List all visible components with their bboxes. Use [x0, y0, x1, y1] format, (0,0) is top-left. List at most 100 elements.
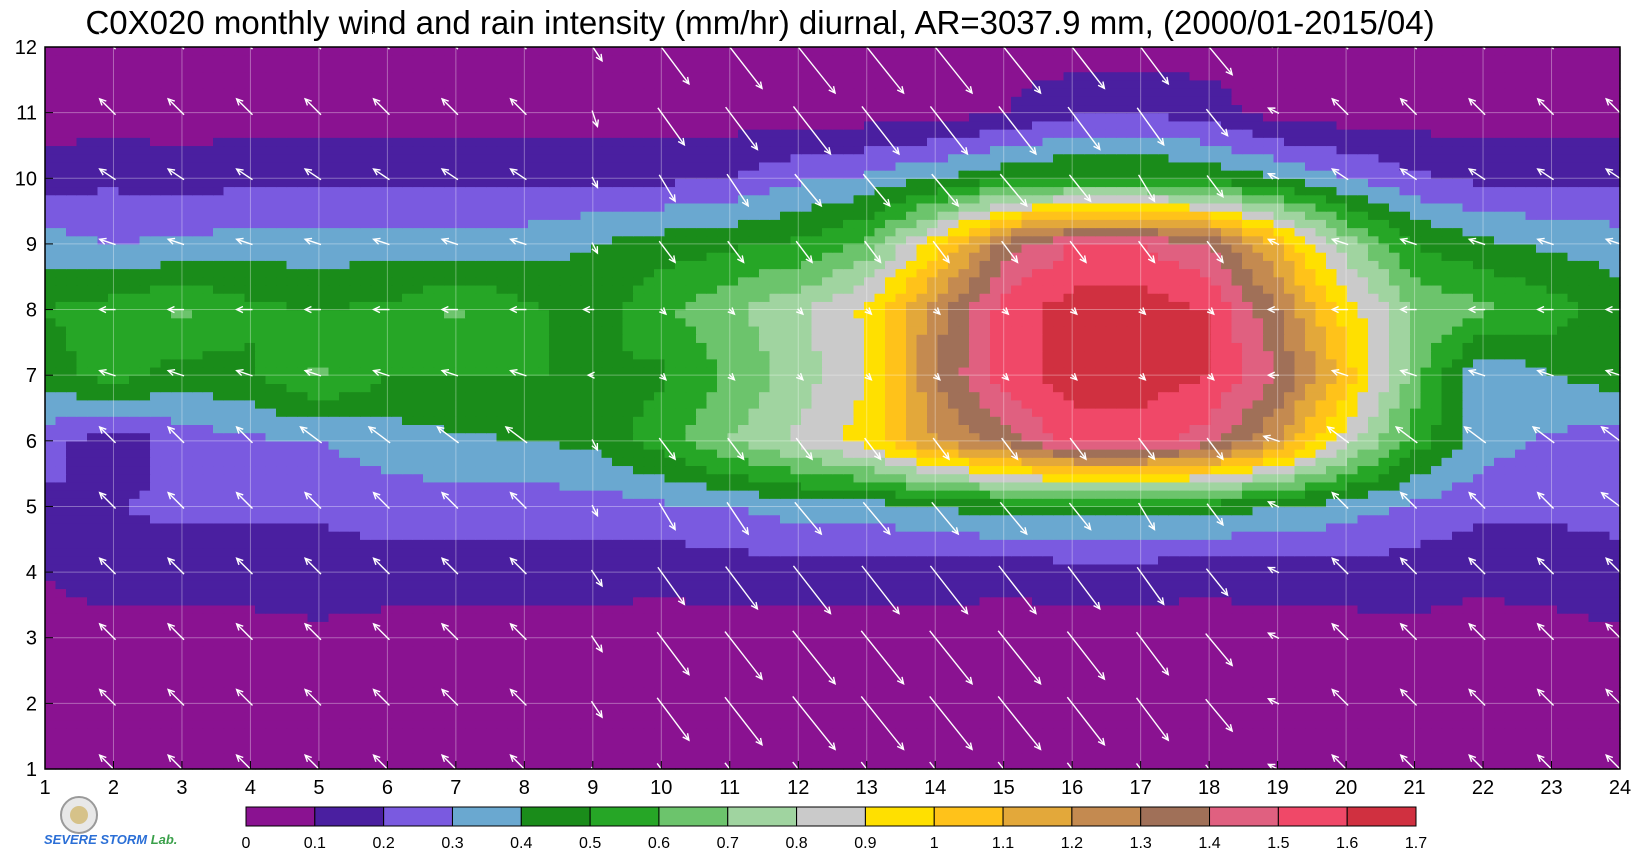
intensity-cell: [433, 539, 445, 549]
intensity-cell: [286, 637, 298, 647]
intensity-cell: [1599, 662, 1611, 672]
intensity-cell: [969, 686, 981, 696]
intensity-cell: [990, 645, 1002, 655]
intensity-cell: [864, 719, 876, 729]
intensity-cell: [822, 563, 834, 573]
intensity-cell: [55, 711, 67, 721]
intensity-cell: [811, 703, 823, 713]
intensity-cell: [160, 744, 172, 754]
intensity-cell: [1231, 645, 1243, 655]
intensity-cell: [1609, 662, 1621, 672]
intensity-cell: [843, 621, 855, 631]
intensity-cell: [129, 703, 141, 713]
intensity-cell: [1126, 547, 1138, 557]
intensity-cell: [853, 637, 865, 647]
intensity-cell: [1158, 719, 1170, 729]
intensity-cell: [1084, 531, 1096, 540]
intensity-cell: [1336, 621, 1348, 631]
intensity-cell: [748, 588, 760, 598]
intensity-cell: [1410, 629, 1422, 639]
intensity-cell: [297, 555, 309, 565]
intensity-cell: [1042, 744, 1054, 754]
intensity-cell: [1336, 744, 1348, 754]
intensity-cell: [601, 596, 613, 606]
intensity-cell: [1074, 678, 1086, 688]
intensity-cell: [1032, 563, 1044, 573]
intensity-cell: [223, 719, 235, 729]
intensity-cell: [1326, 514, 1338, 524]
intensity-cell: [1210, 604, 1222, 614]
intensity-cell: [465, 703, 477, 713]
intensity-cell: [97, 645, 109, 655]
intensity-cell: [1147, 711, 1159, 721]
intensity-cell: [307, 588, 319, 598]
intensity-cell: [1536, 654, 1548, 663]
intensity-cell: [360, 514, 372, 524]
intensity-cell: [1042, 752, 1054, 762]
intensity-cell: [843, 563, 855, 573]
intensity-cell: [906, 744, 918, 754]
intensity-cell: [1441, 637, 1453, 647]
intensity-cell: [937, 645, 949, 655]
intensity-cell: [1546, 736, 1558, 745]
intensity-cell: [1242, 498, 1254, 508]
intensity-cell: [1074, 703, 1086, 713]
intensity-cell: [853, 629, 865, 639]
intensity-cell: [171, 744, 183, 754]
intensity-cell: [1221, 621, 1233, 631]
intensity-cell: [1588, 670, 1600, 680]
intensity-cell: [1410, 539, 1422, 549]
intensity-cell: [76, 727, 88, 737]
intensity-cell: [559, 506, 571, 516]
intensity-cell: [612, 522, 624, 532]
intensity-cell: [507, 580, 519, 590]
intensity-cell: [108, 506, 120, 516]
intensity-cell: [223, 539, 235, 549]
intensity-cell: [402, 604, 414, 614]
intensity-cell: [1189, 760, 1201, 770]
intensity-cell: [906, 678, 918, 688]
intensity-cell: [1200, 514, 1212, 524]
intensity-cell: [171, 686, 183, 696]
intensity-cell: [66, 678, 78, 688]
intensity-cell: [1000, 514, 1012, 524]
intensity-cell: [1609, 572, 1621, 581]
intensity-cell: [675, 703, 687, 713]
intensity-cell: [1599, 654, 1611, 663]
intensity-cell: [213, 580, 225, 590]
intensity-cell: [1399, 514, 1411, 524]
intensity-cell: [664, 522, 676, 532]
intensity-cell: [517, 629, 529, 639]
intensity-cell: [1231, 539, 1243, 549]
intensity-cell: [780, 637, 792, 647]
intensity-cell: [234, 539, 246, 549]
intensity-cell: [276, 637, 288, 647]
intensity-cell: [223, 604, 235, 614]
intensity-cell: [360, 645, 372, 655]
intensity-cell: [780, 621, 792, 631]
intensity-cell: [1263, 588, 1275, 598]
intensity-cell: [958, 572, 970, 581]
intensity-cell: [1084, 547, 1096, 557]
intensity-cell: [738, 506, 750, 516]
intensity-cell: [55, 531, 67, 540]
intensity-cell: [591, 654, 603, 663]
intensity-cell: [423, 727, 435, 737]
intensity-cell: [1483, 498, 1495, 508]
intensity-cell: [769, 637, 781, 647]
intensity-cell: [108, 580, 120, 590]
intensity-cell: [633, 572, 645, 581]
intensity-cell: [265, 588, 277, 598]
intensity-cell: [1147, 654, 1159, 663]
intensity-cell: [1410, 752, 1422, 762]
intensity-cell: [45, 588, 57, 598]
intensity-cell: [748, 572, 760, 581]
intensity-cell: [1179, 547, 1191, 557]
intensity-cell: [1536, 727, 1548, 737]
intensity-cell: [1305, 744, 1317, 754]
intensity-cell: [633, 563, 645, 573]
intensity-cell: [66, 662, 78, 672]
intensity-cell: [454, 563, 466, 573]
intensity-cell: [129, 580, 141, 590]
intensity-cell: [1504, 629, 1516, 639]
